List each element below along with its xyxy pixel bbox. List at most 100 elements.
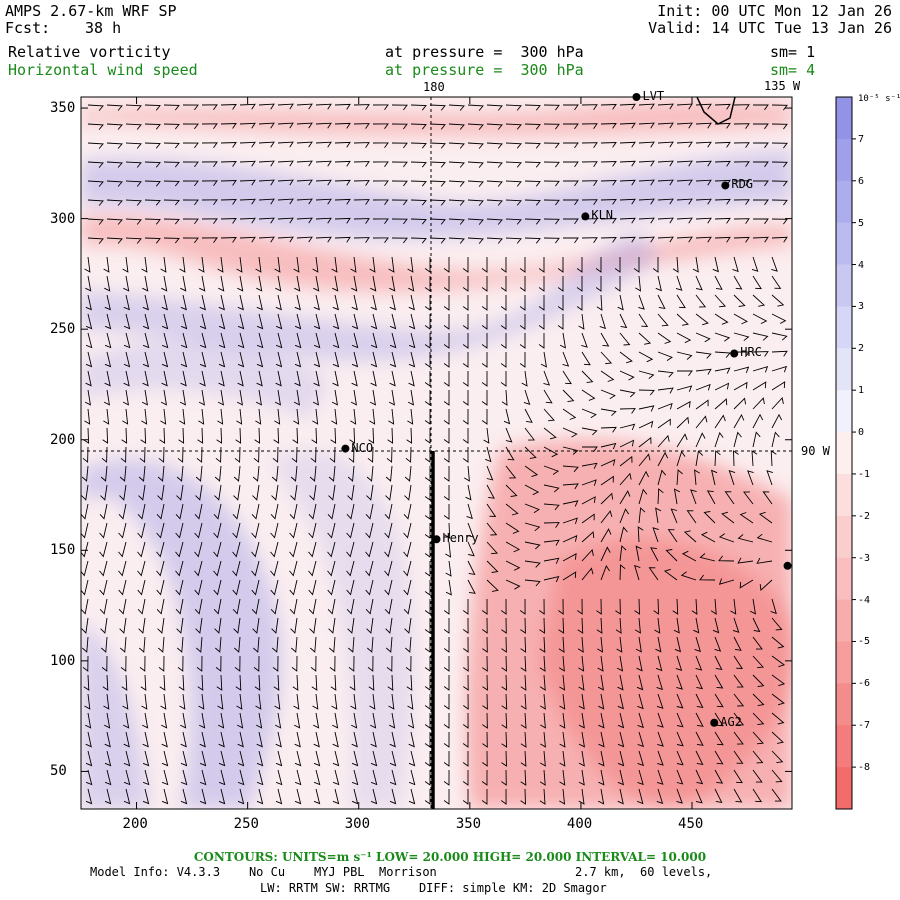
wind-barb <box>752 397 765 410</box>
wind-barb <box>462 732 469 748</box>
wind-barb <box>543 199 560 206</box>
wind-barb <box>538 276 545 292</box>
model-title: AMPS 2.67-km WRF SP <box>5 2 177 20</box>
wind-barb <box>182 218 199 225</box>
wind-barb <box>771 104 788 111</box>
wind-barb <box>505 427 513 443</box>
wind-barb <box>481 276 488 292</box>
wind-barb <box>429 180 446 187</box>
wind-barb <box>256 731 263 748</box>
wind-barb <box>144 104 161 111</box>
wind-barb <box>771 332 788 341</box>
wind-barb <box>158 636 165 653</box>
wind-barb <box>388 389 395 406</box>
wind-barb <box>467 104 484 111</box>
wind-barb <box>486 199 503 206</box>
colorbar <box>835 96 856 810</box>
wind-barb <box>676 198 693 205</box>
wind-barb <box>443 257 450 273</box>
wind-barb <box>524 484 540 496</box>
wind-barb <box>275 750 283 767</box>
wind-barb <box>159 427 166 444</box>
wind-barb <box>753 199 769 206</box>
wind-barb <box>482 731 488 748</box>
wind-barb <box>482 712 488 729</box>
wind-barb <box>332 313 340 330</box>
wind-barb <box>408 370 415 387</box>
wind-barb <box>232 522 241 539</box>
wind-barb <box>429 218 446 225</box>
wind-barb <box>81 465 89 482</box>
wind-barb <box>313 370 320 387</box>
wind-barb <box>271 465 279 482</box>
wind-barb <box>771 397 784 410</box>
wind-barb <box>429 142 446 149</box>
wind-barb <box>195 617 203 634</box>
wind-barb <box>443 504 450 520</box>
wind-barb <box>676 179 693 186</box>
wind-barb <box>255 256 262 273</box>
wind-barb <box>330 674 337 691</box>
wind-barb <box>733 414 745 429</box>
wind-barb <box>180 332 188 349</box>
wind-barb <box>481 333 488 349</box>
wind-barb <box>199 313 207 330</box>
wind-barb <box>600 492 614 505</box>
wind-barb <box>617 769 625 786</box>
wind-barb <box>100 484 108 501</box>
wind-barb <box>676 433 688 448</box>
wind-barb <box>524 199 541 206</box>
wind-barb <box>576 257 583 273</box>
wind-barb <box>657 122 674 129</box>
wind-barb <box>309 617 317 634</box>
wind-barb <box>83 427 90 444</box>
wind-barb <box>655 636 662 653</box>
wind-barb <box>486 123 503 130</box>
wind-barb <box>348 446 355 463</box>
wind-barb <box>158 655 165 672</box>
wind-barb <box>213 522 222 539</box>
wind-barb <box>328 465 336 482</box>
wind-barb <box>195 465 203 482</box>
wind-barb <box>87 161 104 168</box>
wind-barb <box>290 617 298 634</box>
wind-barb <box>101 655 108 672</box>
wind-barb <box>196 446 203 463</box>
wind-barb <box>84 693 91 710</box>
wind-barb <box>100 465 108 482</box>
colorbar-segment <box>836 306 852 349</box>
wind-barb <box>237 294 244 311</box>
wind-barb <box>600 442 617 450</box>
wind-barb <box>695 415 708 429</box>
wind-barb <box>218 351 226 368</box>
wind-barb <box>675 275 683 291</box>
colorbar-label: -4 <box>858 594 871 606</box>
wind-barb <box>277 198 294 205</box>
wind-barb <box>275 351 283 368</box>
wind-barb <box>581 549 594 562</box>
wind-barb <box>562 427 578 438</box>
wind-barb <box>346 598 355 615</box>
colorbar-label: 0 <box>858 427 865 439</box>
wind-barb <box>577 598 583 615</box>
wind-barb <box>332 332 340 349</box>
wind-barb <box>391 123 408 130</box>
wind-barb <box>406 427 413 444</box>
wind-barb <box>214 465 222 482</box>
wind-barb <box>410 218 427 225</box>
wind-barb <box>369 693 376 710</box>
wind-barb <box>600 123 617 129</box>
wind-barb <box>655 275 662 292</box>
wind-barb <box>232 560 241 577</box>
wind-barb <box>315 198 332 205</box>
wind-barb <box>156 579 165 596</box>
wind-barb <box>408 275 415 292</box>
wind-barb <box>520 769 527 786</box>
wind-barb <box>501 674 508 691</box>
wind-barb <box>332 769 340 786</box>
wind-barb <box>699 574 716 581</box>
wind-barb <box>84 256 91 273</box>
wind-barb <box>676 731 684 747</box>
wind-barb <box>505 104 522 111</box>
colorbar-segment <box>836 222 852 266</box>
